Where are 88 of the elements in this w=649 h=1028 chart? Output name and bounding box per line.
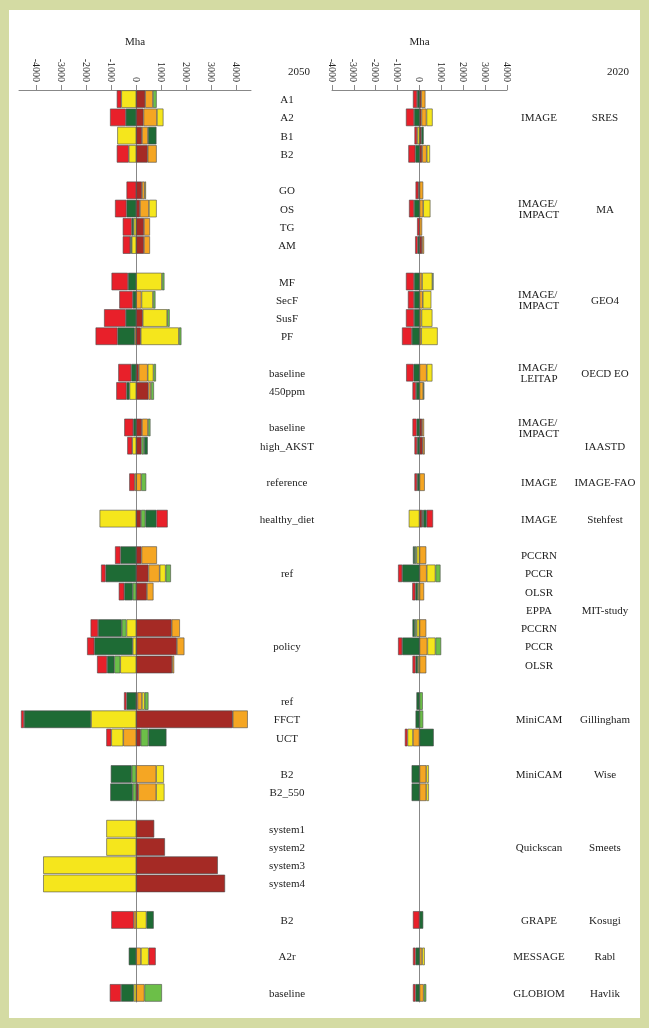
x-tick-label: -1000 [392,58,404,82]
y-tick-label: system1 [268,822,306,835]
y-tick-label: system2 [268,840,306,853]
y-tick-label: A2r [278,950,296,963]
x-tick-label: -2000 [370,58,382,82]
x-axis-title: Mha [124,34,146,47]
y-tick-label: IMAGE [520,476,558,489]
y-tick-label: B2 [280,147,294,160]
y-tick-label: baseline [268,366,306,379]
x-tick-label: -4000 [326,58,338,82]
y-tick-label: PCCRN [520,549,558,562]
y-tick-label: healthy_diet [259,512,315,525]
y-tick-label: GLOBIOM [513,986,565,999]
y-tick-label: TG [279,220,295,233]
x-axis-title: Mha [409,34,430,47]
y2-tick-label: OECD EO [581,366,629,379]
x-tick-label: 0 [130,77,142,82]
x-tick-label: 2000 [180,62,192,82]
y-tick-label: B1 [280,129,294,142]
y-tick-label: IMAGE [520,111,558,124]
x-tick-label: -2000 [80,58,92,82]
y-tick-label: B2 [280,768,294,780]
text: 2050 [288,64,311,77]
y-tick-label: A1 [280,93,294,106]
y-tick-label: IMAGE [520,512,558,525]
text: 2020 [607,64,630,77]
y-tick-label: 450ppm [268,384,306,397]
x-tick-label: 1000 [155,62,167,82]
y2-tick-label: GEO4 [590,293,620,306]
y2-tick-label: SRES [591,111,619,124]
x-tick-label: 0 [414,77,425,82]
y2-tick-label: Rabl [594,950,616,963]
y-tick-label: B2_550 [269,786,305,799]
y-tick-label: PCCR [524,567,554,580]
y2-tick-label: IAASTD [584,439,626,452]
y-tick-label: system3 [268,859,306,872]
y-tick-label: GO [279,184,295,197]
y-tick-label: FFCT [273,713,301,726]
y-tick-label: MF [279,275,295,288]
y-tick-label: IMAGE/ IMPACT [518,197,560,221]
x-tick-label: 1000 [435,62,447,82]
y-tick-label: MiniCAM [515,713,563,726]
y-tick-label: SusF [275,312,299,324]
y2-tick-label: Havlik [590,986,621,999]
y2-tick-label: Smeets [589,840,621,853]
y-tick-label: A2 [280,111,294,124]
y-tick-label: IMAGE/ IMPACT [518,288,560,312]
x-tick-label: 4000 [501,62,513,82]
y-tick-label: baseline [268,421,306,434]
y-tick-label: ref [280,567,294,580]
y2-tick-label: Wise [593,768,617,780]
y-tick-label: GRAPE [520,913,558,926]
y2-tick-label: MIT-study [581,603,629,616]
y-tick-label: PCCRN [520,622,558,635]
x-tick-label: 2000 [457,62,469,82]
y-tick-label: IMAGE/ LEITAP [518,361,560,385]
y2-tick-label: Stehfest [587,512,623,525]
x-tick-label: -1000 [105,58,117,82]
y-tick-label: AM [278,239,297,252]
y2-tick-label: MA [596,202,614,215]
y-tick-label: OS [279,202,295,215]
x-tick-label: -4000 [30,58,42,82]
x-tick-label: 4000 [230,62,242,82]
y-tick-label: PF [280,330,294,343]
x-tick-label: 3000 [205,62,217,82]
y-tick-label: IMAGE/ IMPACT [518,415,560,439]
x-tick-label: -3000 [348,58,360,82]
y2-tick-label: Kosugi [589,913,621,926]
y-tick-label: Quickscan [515,840,563,853]
y2-tick-label: Gillingham [579,713,631,726]
y-tick-label: PCCR [524,640,554,653]
y-tick-label: B2 [280,913,294,926]
y-tick-label: OLSR [524,658,554,671]
x-tick-label: -3000 [55,58,67,82]
y-tick-label: MiniCAM [515,768,563,780]
y-tick-label: ref [280,695,294,708]
y-tick-label: OLSR [524,585,554,598]
y-tick-label: reference [266,476,308,489]
y-tick-label: baseline [268,986,306,999]
y-tick-label: system4 [268,877,306,890]
x-tick-label: 3000 [479,62,491,82]
y-tick-label: SecF [276,293,298,306]
y-tick-label: EPPA [526,603,552,616]
y-tick-label: high_AKST [260,439,315,452]
y-tick-label: MESSAGE [513,950,565,963]
y-tick-label: UCT [276,731,299,744]
y-tick-label: policy [273,640,302,653]
y2-tick-label: IMAGE-FAO [574,476,636,489]
